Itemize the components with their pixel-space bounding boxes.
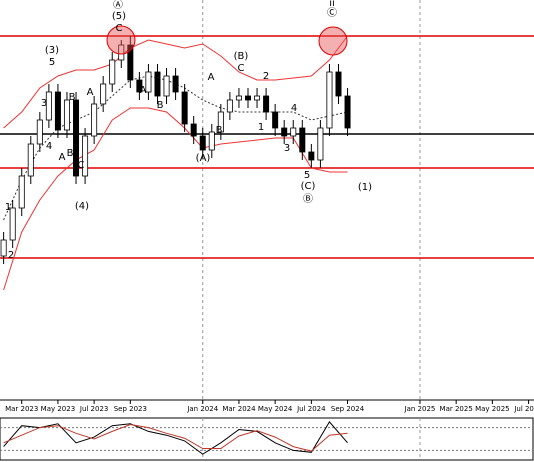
candle-body: [9, 207, 16, 241]
candle-body: [154, 71, 161, 97]
wave-label: 4: [46, 141, 52, 152]
candle-body: [199, 135, 206, 151]
candle-body: [208, 131, 215, 151]
candle-body: [317, 127, 324, 161]
candle-body: [235, 95, 242, 101]
x-tick-label: Jul 2024: [296, 405, 326, 413]
wave-label: A: [208, 72, 215, 83]
wave-label: 5: [304, 170, 310, 181]
line-series: [3, 424, 348, 452]
candle-body: [54, 91, 61, 131]
x-tick-label: May 2023: [41, 405, 76, 413]
wave-label: B: [67, 148, 74, 159]
wave-label: A: [59, 152, 66, 163]
candle-body: [172, 75, 179, 93]
candle-body: [254, 95, 261, 101]
highlight: [318, 26, 348, 56]
candle-body: [226, 99, 233, 113]
candle-body: [109, 59, 116, 85]
candle-body: [0, 239, 7, 257]
candle-body: [326, 71, 333, 129]
x-tick-label: May 2025: [475, 405, 510, 413]
candle-body: [299, 127, 306, 153]
wave-label: (B): [234, 51, 249, 62]
candle-body: [136, 79, 143, 93]
candle-body: [263, 95, 270, 113]
oscillator-panel: [0, 417, 534, 461]
candle-body: [335, 71, 342, 97]
wave-label: A: [87, 87, 94, 98]
wave-label: (5): [112, 11, 126, 22]
wave-label: B: [69, 92, 76, 103]
candle-body: [82, 135, 89, 177]
candle-body: [290, 127, 297, 137]
candle-body: [145, 71, 152, 93]
wave-label: A: [140, 85, 147, 96]
candle-body: [217, 111, 224, 133]
wave-label: Ⓐ: [113, 0, 123, 11]
candle-body: [73, 99, 80, 177]
wave-label: 2: [8, 250, 14, 261]
x-tick-label: Mar 2024: [222, 405, 256, 413]
candle-body: [91, 103, 98, 137]
x-tick-label: Jan 2025: [404, 405, 436, 413]
line-series: [3, 107, 348, 291]
wave-label: ii: [329, 0, 335, 9]
candle-body: [63, 99, 70, 131]
x-tick-label: Jul 2025: [513, 405, 534, 413]
x-tick-label: May 2024: [258, 405, 293, 413]
candle-body: [45, 91, 52, 121]
wave-label: 1: [258, 122, 264, 133]
x-tick-label: Sep 2024: [331, 405, 365, 413]
wave-label: (A): [196, 153, 211, 164]
candle-body: [308, 151, 315, 161]
x-tick-label: Mar 2023: [5, 405, 38, 413]
wave-label: (C): [301, 181, 316, 192]
highlight: [106, 25, 136, 55]
wave-label: C: [238, 63, 245, 74]
wave-label: B: [216, 125, 223, 136]
x-tick-label: Mar 2025: [440, 405, 473, 413]
wave-label: 5: [49, 57, 55, 68]
wave-label: C: [116, 23, 123, 34]
candle-body: [281, 127, 288, 137]
candle-body: [100, 83, 107, 105]
candle-body: [118, 44, 125, 61]
candle-body: [344, 95, 351, 129]
x-tick-label: Sep 2023: [114, 405, 147, 413]
wave-label: (4): [75, 201, 89, 212]
wave-label: (3): [45, 45, 59, 56]
x-tick-label: Jan 2024: [186, 405, 218, 413]
wave-label: Ⓒ: [327, 7, 337, 19]
candle-body: [272, 111, 279, 129]
line-series: [3, 35, 348, 129]
wave-label: 3: [284, 143, 290, 154]
wave-label: 2: [263, 71, 269, 82]
candle-body: [127, 44, 134, 81]
wave-label: 3: [41, 98, 47, 109]
wave-label: 1: [5, 202, 11, 213]
candle-body: [36, 119, 43, 145]
candle-body: [27, 143, 34, 177]
wave-label: (1): [358, 182, 372, 193]
candle-body: [244, 95, 251, 101]
candle-body: [18, 175, 25, 209]
candle-body: [181, 91, 188, 125]
wave-label: B: [157, 100, 164, 111]
wave-label: C: [78, 160, 85, 171]
wave-label: Ⓑ: [303, 193, 313, 205]
candle-body: [190, 123, 197, 137]
candle-body: [163, 75, 170, 97]
x-tick-label: Jul 2023: [79, 405, 109, 413]
wave-label: 4: [291, 103, 297, 114]
